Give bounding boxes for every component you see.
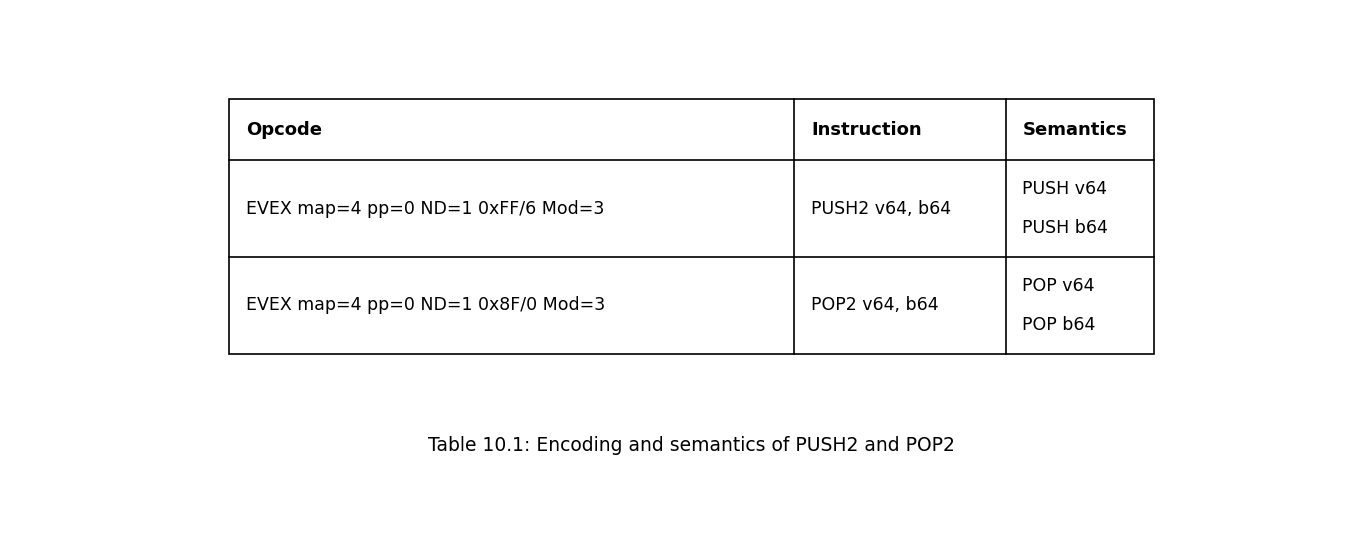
Text: PUSH v64: PUSH v64 (1022, 180, 1107, 198)
Text: PUSH b64: PUSH b64 (1022, 219, 1108, 237)
Text: POP2 v64, b64: POP2 v64, b64 (811, 296, 938, 315)
Text: EVEX map=4 pp=0 ND=1 0x8F/0 Mod=3: EVEX map=4 pp=0 ND=1 0x8F/0 Mod=3 (246, 296, 605, 315)
Text: POP v64: POP v64 (1022, 277, 1095, 295)
Text: EVEX map=4 pp=0 ND=1 0xFF/6 Mod=3: EVEX map=4 pp=0 ND=1 0xFF/6 Mod=3 (246, 200, 605, 218)
Text: POP b64: POP b64 (1022, 316, 1096, 334)
Text: Instruction: Instruction (811, 121, 922, 139)
Text: Semantics: Semantics (1022, 121, 1127, 139)
Text: Opcode: Opcode (246, 121, 323, 139)
Text: PUSH2 v64, b64: PUSH2 v64, b64 (811, 200, 952, 218)
Bar (230, 99, 1154, 354)
Text: Table 10.1: Encoding and semantics of PUSH2 and POP2: Table 10.1: Encoding and semantics of PU… (428, 435, 956, 455)
